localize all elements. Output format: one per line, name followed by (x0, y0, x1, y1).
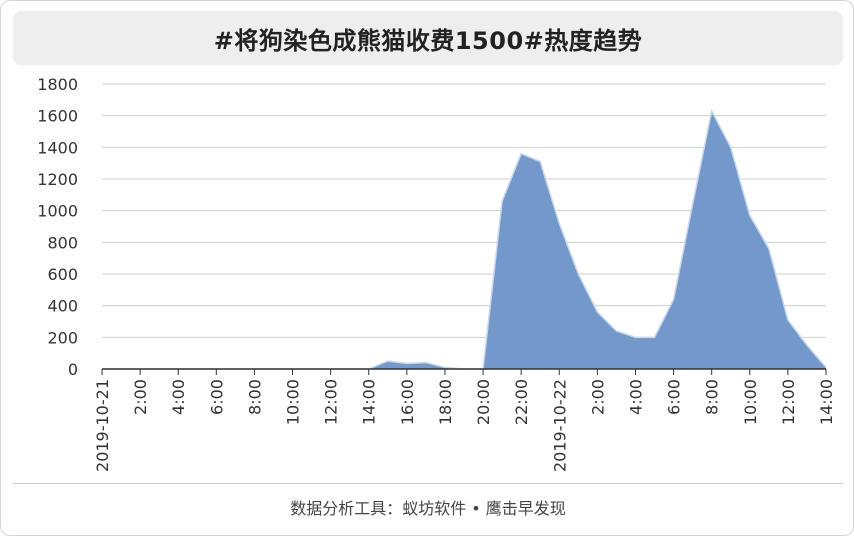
x-tick-label: 8:00 (703, 379, 722, 415)
x-tick-label: 10:00 (741, 379, 760, 425)
y-tick-label: 1600 (37, 107, 78, 126)
x-tick-label: 2:00 (588, 379, 607, 415)
x-tick-label: 6:00 (665, 379, 684, 415)
x-tick-label: 14:00 (817, 379, 836, 425)
x-tick-label: 12:00 (779, 379, 798, 425)
area-series (102, 110, 826, 370)
y-tick-label: 200 (47, 328, 78, 347)
chart-title: #将狗染色成熊猫收费1500#热度趋势 (213, 26, 643, 55)
x-tick-label: 12:00 (322, 379, 341, 425)
y-tick-label: 1400 (37, 138, 78, 157)
x-tick-label: 4:00 (169, 379, 188, 415)
y-tick-label: 600 (47, 265, 78, 284)
title-bar: #将狗染色成熊猫收费1500#热度趋势 (13, 11, 843, 65)
y-tick-label: 1000 (37, 202, 78, 221)
x-tick-label: 8:00 (245, 379, 264, 415)
y-tick-label: 1200 (37, 170, 78, 189)
x-tick-label: 2019-10-21 (93, 379, 112, 472)
x-tick-label: 2019-10-22 (550, 379, 569, 472)
footer-credit: 数据分析工具：蚁坊软件 • 鹰击早发现 (290, 499, 566, 518)
x-tick-label: 20:00 (474, 379, 493, 425)
y-tick-label: 400 (47, 297, 78, 316)
x-tick-label: 10:00 (284, 379, 303, 425)
x-tick-label: 22:00 (512, 379, 531, 425)
x-tick-label: 16:00 (398, 379, 417, 425)
footer-divider (13, 483, 843, 484)
x-tick-label: 14:00 (360, 379, 379, 425)
x-tick-label: 18:00 (436, 379, 455, 425)
x-tick-label: 6:00 (207, 379, 226, 415)
y-tick-label: 800 (47, 233, 78, 252)
x-tick-label: 2:00 (131, 379, 150, 415)
y-tick-label: 0 (68, 360, 78, 379)
x-tick-label: 4:00 (626, 379, 645, 415)
y-tick-label: 1800 (37, 75, 78, 94)
